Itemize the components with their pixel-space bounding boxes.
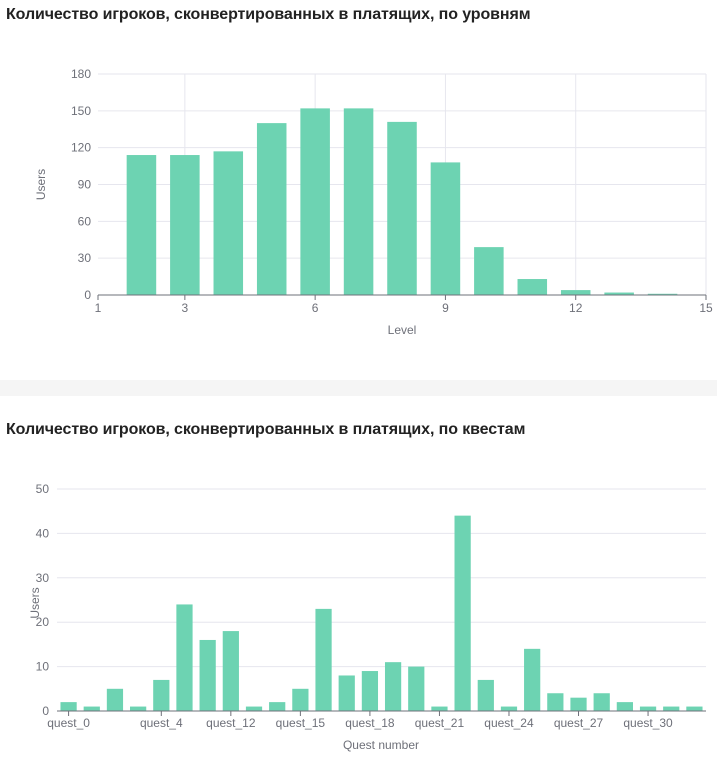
y-tick-label: 20 (36, 615, 50, 629)
x-axis-title: Quest number (343, 738, 419, 752)
quest-chart-axes (57, 710, 706, 716)
y-tick-label: 50 (36, 482, 50, 496)
bar[interactable] (477, 679, 494, 711)
bar[interactable] (408, 666, 425, 711)
quest-chart-bars (60, 515, 703, 711)
bar[interactable] (130, 706, 147, 711)
y-tick-label: 40 (36, 526, 50, 540)
quest-chart-grid (57, 488, 706, 668)
bar[interactable] (430, 162, 461, 295)
x-tick-label: quest_12 (206, 716, 256, 730)
x-tick-label: quest_15 (276, 716, 326, 730)
x-tick-label: 6 (312, 301, 319, 315)
bar[interactable] (524, 648, 541, 711)
bar[interactable] (593, 693, 610, 711)
x-tick-label: quest_4 (140, 716, 183, 730)
x-tick-label: 3 (182, 301, 189, 315)
x-tick-label: quest_30 (623, 716, 673, 730)
bar[interactable] (517, 279, 548, 295)
bar[interactable] (604, 292, 634, 295)
bar[interactable] (560, 290, 591, 295)
bar[interactable] (343, 108, 374, 295)
x-tick-label: quest_24 (484, 716, 534, 730)
y-tick-label: 180 (71, 67, 91, 81)
bar[interactable] (647, 293, 678, 295)
bar[interactable] (199, 639, 216, 711)
bar[interactable] (639, 706, 657, 711)
bar[interactable] (616, 702, 633, 711)
x-tick-label: 12 (569, 301, 583, 315)
bar[interactable] (176, 604, 193, 711)
bar[interactable] (269, 702, 286, 711)
bar[interactable] (213, 151, 244, 295)
y-tick-label: 150 (71, 104, 91, 118)
bar[interactable] (338, 675, 355, 711)
y-tick-label: 30 (78, 251, 92, 265)
level-chart-title: Количество игроков, сконвертированных в … (6, 6, 531, 23)
bar[interactable] (315, 608, 332, 711)
y-tick-label: 0 (42, 704, 49, 718)
bar[interactable] (570, 697, 587, 711)
bar[interactable] (256, 123, 287, 295)
x-axis-title: Level (388, 323, 417, 337)
y-tick-label: 120 (71, 141, 91, 155)
y-tick-label: 90 (78, 178, 92, 192)
quest-chart-panel: Количество игроков, сконвертированных в … (0, 396, 717, 759)
bar[interactable] (83, 706, 100, 711)
level-chart: 0 30 60 90 120 150 180 1 3 6 9 12 15 Level Users (34, 67, 713, 337)
bar[interactable] (547, 693, 564, 711)
y-tick-label: 10 (36, 660, 50, 674)
bar[interactable] (106, 688, 124, 711)
bar[interactable] (686, 706, 703, 711)
level-chart-bars (126, 108, 678, 295)
x-tick-label: quest_21 (415, 716, 465, 730)
bar[interactable] (663, 706, 680, 711)
bar[interactable] (153, 679, 170, 711)
panel-separator (0, 380, 717, 396)
bar[interactable] (300, 108, 330, 295)
y-tick-label: 60 (78, 214, 92, 228)
bar[interactable] (361, 671, 379, 711)
bar[interactable] (170, 155, 200, 295)
bar[interactable] (474, 247, 504, 295)
level-chart-panel: Количество игроков, сконвертированных в … (6, 6, 713, 337)
bar[interactable] (222, 631, 239, 711)
quest-chart: 0 10 20 30 40 50 quest_0 quest_4 quest_12 quest_1… (28, 482, 706, 752)
quest-chart-title: Количество игроков, сконвертированных в … (6, 421, 526, 438)
bar[interactable] (384, 662, 402, 711)
x-tick-label: quest_18 (345, 716, 395, 730)
y-axis-title: Users (28, 587, 42, 618)
x-tick-label: quest_27 (554, 716, 604, 730)
level-chart-axes (97, 294, 707, 300)
level-chart-labels: 0 30 60 90 120 150 180 1 3 6 9 12 15 Level Users (34, 67, 713, 337)
y-axis-title: Users (34, 169, 48, 200)
y-tick-label: 30 (36, 571, 50, 585)
y-tick-label: 0 (84, 288, 91, 302)
bar[interactable] (500, 706, 518, 711)
quest-chart-labels: 0 10 20 30 40 50 quest_0 quest_4 quest_12 quest_1… (28, 482, 673, 752)
bar[interactable] (454, 515, 471, 711)
bar[interactable] (387, 121, 417, 295)
bar[interactable] (245, 706, 263, 711)
x-tick-label: quest_0 (47, 716, 90, 730)
bar[interactable] (126, 155, 157, 295)
bar[interactable] (292, 688, 309, 711)
x-tick-label: 15 (699, 301, 713, 315)
x-tick-label: 9 (442, 301, 449, 315)
x-tick-label: 1 (95, 301, 102, 315)
bar[interactable] (431, 706, 448, 711)
bar[interactable] (60, 702, 77, 711)
